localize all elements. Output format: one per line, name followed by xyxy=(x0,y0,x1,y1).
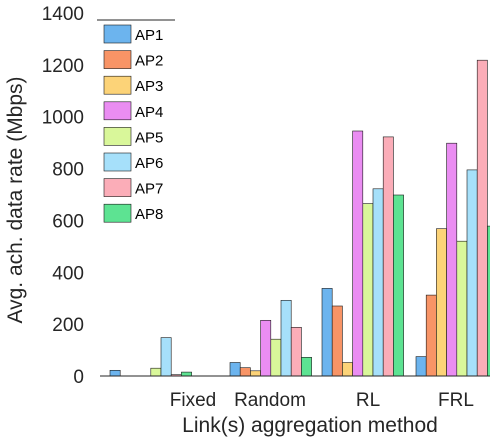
bar-ap8-random xyxy=(301,356,312,377)
legend-swatch-ap8 xyxy=(103,203,132,223)
legend-swatch-ap3 xyxy=(103,75,132,95)
bar-ap6-fixed xyxy=(160,337,172,377)
bar-ap6-rl xyxy=(372,188,384,377)
bars-layer xyxy=(109,59,490,377)
bar-ap4-random xyxy=(260,319,272,377)
y-tick-label: 1400 xyxy=(42,4,84,25)
bar-ap4-rl xyxy=(352,130,364,377)
bar-ap6-frl xyxy=(466,169,478,377)
y-tick-label: 1200 xyxy=(42,56,84,77)
bar-ap3-rl xyxy=(342,362,353,377)
bar-ap6-random xyxy=(280,299,292,377)
legend: AP1 AP2 AP3 AP4 AP5 AP6 AP7 AP8 xyxy=(97,19,175,223)
y-tick-label: 1000 xyxy=(42,108,84,129)
legend-label-ap4: AP4 xyxy=(135,104,163,121)
bar-ap1-random xyxy=(229,362,241,377)
x-tick-labels: Fixed Random RL FRL xyxy=(170,390,474,411)
bar-ap8-frl xyxy=(487,225,490,377)
y-tick-label: 600 xyxy=(52,211,84,232)
bar-ap1-frl xyxy=(415,356,427,377)
x-tick-label: Fixed xyxy=(170,390,216,411)
legend-label-ap1: AP1 xyxy=(135,27,163,44)
x-tick-label: Random xyxy=(234,390,306,411)
legend-swatch-ap4 xyxy=(103,101,132,121)
y-axis-title: Avg. ach. data rate (Mbps) xyxy=(4,76,27,323)
bar-ap7-random xyxy=(290,326,302,377)
bar-ap5-random xyxy=(270,338,282,377)
legend-swatch-ap5 xyxy=(103,127,132,146)
legend-label-ap2: AP2 xyxy=(135,53,163,70)
legend-label-ap3: AP3 xyxy=(135,78,163,95)
bar-ap2-random xyxy=(239,367,251,377)
bar-ap2-frl xyxy=(425,294,437,377)
bar-ap1-fixed xyxy=(109,369,121,377)
y-tick-label: 0 xyxy=(73,367,84,388)
bar-ap5-rl xyxy=(362,203,374,377)
y-tick-label: 800 xyxy=(52,160,84,181)
legend-label-ap7: AP7 xyxy=(135,181,163,198)
bar-ap7-rl xyxy=(382,136,394,377)
bar-ap1-rl xyxy=(321,288,333,377)
bar-ap3-frl xyxy=(436,228,447,377)
legend-swatch-ap7 xyxy=(103,178,132,197)
bar-ap3-random xyxy=(250,370,261,377)
bar-ap5-frl xyxy=(456,240,468,377)
bar-ap2-rl xyxy=(331,305,343,377)
x-tick-label: RL xyxy=(356,390,380,411)
bar-ap8-rl xyxy=(393,194,404,377)
legend-swatch-ap6 xyxy=(103,152,132,172)
bar-ap8-fixed xyxy=(181,371,192,377)
bar-ap5-fixed xyxy=(150,367,162,377)
x-axis-title: Link(s) aggregation method xyxy=(182,414,438,437)
y-tick-labels: 0 200 400 600 800 1000 1200 1400 xyxy=(42,4,84,388)
legend-label-ap6: AP6 xyxy=(135,155,163,172)
legend-swatch-ap1 xyxy=(103,24,132,44)
bar-ap7-frl xyxy=(476,59,488,377)
y-tick-label: 400 xyxy=(52,263,84,284)
legend-label-ap5: AP5 xyxy=(135,129,163,146)
bar-ap4-frl xyxy=(446,142,458,377)
x-tick-label: FRL xyxy=(438,390,474,411)
y-tick-label: 200 xyxy=(52,315,84,336)
legend-swatch-ap2 xyxy=(103,50,132,69)
legend-label-ap8: AP8 xyxy=(135,206,163,223)
